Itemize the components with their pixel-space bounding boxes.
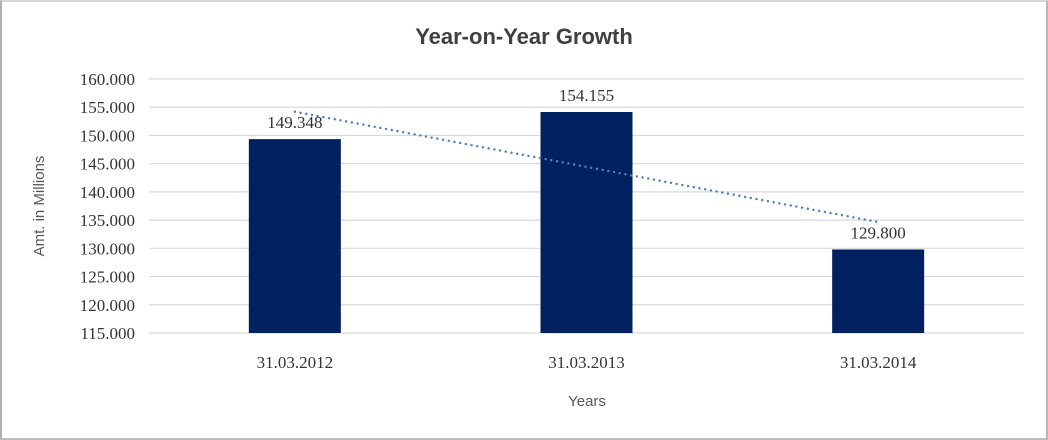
y-tick-label: 140.000 xyxy=(80,183,135,202)
bar xyxy=(540,111,633,333)
trendline xyxy=(293,110,880,224)
y-tick-label: 130.000 xyxy=(80,239,135,258)
y-tick-label: 125.000 xyxy=(80,268,135,287)
x-tick-label: 31.03.2012 xyxy=(257,353,334,372)
x-axis-title: Years xyxy=(568,393,606,410)
y-tick-label: 120.000 xyxy=(80,296,135,315)
y-tick-label: 115.000 xyxy=(80,324,135,343)
x-tick-label: 31.03.2013 xyxy=(548,353,625,372)
y-tick-label: 135.000 xyxy=(80,211,135,230)
value-label: 154.155 xyxy=(559,86,614,105)
bar xyxy=(248,139,341,333)
y-tick-label: 150.000 xyxy=(80,126,135,145)
y-tick-label: 145.000 xyxy=(80,155,135,174)
y-tick-label: 155.000 xyxy=(80,98,135,117)
chart-title: Year-on-Year Growth xyxy=(415,24,633,49)
value-label: 149.348 xyxy=(267,113,322,132)
y-axis-title: Amt. in Millions xyxy=(31,156,48,257)
bar xyxy=(832,249,925,333)
y-tick-label: 160.000 xyxy=(80,70,135,89)
x-tick-label: 31.03.2014 xyxy=(840,353,917,372)
value-label: 129.800 xyxy=(851,223,906,242)
